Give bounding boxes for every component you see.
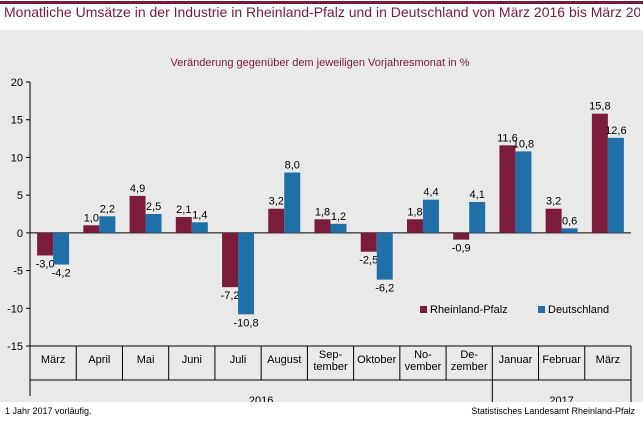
month-label: Juli [230, 354, 247, 366]
y-tick-label: 15 [11, 115, 23, 127]
bar-rheinland-pfalz [83, 225, 100, 233]
bar-deutschland [330, 223, 347, 233]
data-label: 11,6 [497, 132, 518, 144]
data-label: -10,8 [233, 317, 258, 329]
bar-rheinland-pfalz [222, 232, 239, 288]
bar-rheinland-pfalz [545, 208, 562, 233]
y-tick-label: -10 [7, 303, 23, 315]
bar-deutschland [53, 232, 70, 265]
month-label: Sep- [319, 349, 343, 361]
y-tick-label: -5 [13, 266, 23, 278]
chart-title: Monatliche Umsätze in der Industrie in R… [4, 4, 640, 20]
bar-deutschland [376, 232, 393, 280]
data-label: 10,8 [513, 138, 534, 150]
bar-chart: Veränderung gegenüber dem jeweiligen Vor… [7, 57, 632, 402]
data-label: 12,6 [605, 125, 626, 137]
month-label: März [596, 354, 620, 366]
data-label: -7,2 [221, 290, 240, 302]
bar-rheinland-pfalz [314, 219, 331, 233]
data-label: 2,5 [146, 201, 161, 213]
year-label: 2017 [549, 395, 573, 402]
source-note: Statistisches Landesamt Rheinland-Pfalz [471, 406, 635, 416]
data-label: 4,4 [423, 187, 438, 199]
data-label: -2,5 [359, 255, 378, 267]
month-label: Januar [499, 354, 533, 366]
month-label: vember [405, 361, 442, 373]
top-accent-line [0, 1, 643, 4]
bar-deutschland [99, 216, 116, 233]
legend-swatch [420, 306, 427, 313]
data-label: 1,4 [192, 209, 207, 221]
data-label: 1,2 [331, 211, 346, 223]
bar-deutschland [607, 137, 624, 233]
month-label: August [267, 354, 301, 366]
month-label: zember [451, 361, 488, 373]
month-label: März [41, 354, 65, 366]
y-tick-label: 5 [17, 190, 23, 202]
data-label: 0,6 [562, 215, 577, 227]
data-label: 3,2 [546, 196, 561, 208]
footnote: 1 Jahr 2017 vorläufig. [5, 406, 92, 416]
chart-background [0, 30, 643, 402]
chart-subtitle: Veränderung gegenüber dem jeweiligen Vor… [170, 57, 469, 69]
month-label: tember [313, 361, 348, 373]
bar-rheinland-pfalz [175, 217, 192, 233]
legend-label: Rheinland-Pfalz [430, 304, 508, 316]
month-label: De- [460, 349, 478, 361]
data-label: -0,9 [452, 243, 471, 255]
data-label: -3,0 [36, 258, 55, 270]
bar-rheinland-pfalz [129, 195, 146, 233]
bar-deutschland [284, 172, 301, 233]
bar-deutschland [191, 222, 208, 233]
data-label: 1,8 [407, 206, 422, 218]
y-tick-label: 10 [11, 152, 23, 164]
data-label: 1,0 [84, 212, 99, 224]
bar-deutschland [238, 232, 255, 315]
bar-deutschland [469, 201, 486, 233]
bar-rheinland-pfalz [406, 219, 423, 233]
month-label: Mai [137, 354, 155, 366]
bar-rheinland-pfalz [499, 145, 516, 233]
data-label: 4,1 [470, 189, 485, 201]
data-label: 3,2 [269, 196, 284, 208]
data-label: 8,0 [285, 160, 300, 172]
data-label: 1,8 [315, 206, 330, 218]
month-label: Februar [542, 354, 581, 366]
bar-rheinland-pfalz [360, 232, 377, 252]
y-tick-label: 20 [11, 77, 23, 89]
bar-deutschland [561, 228, 578, 233]
data-label: -6,2 [375, 283, 394, 295]
month-label: No- [414, 349, 432, 361]
bar-deutschland [515, 151, 532, 233]
bar-deutschland [422, 199, 439, 233]
legend-label: Deutschland [548, 304, 609, 316]
month-label: Oktober [357, 354, 396, 366]
year-label: 2016 [249, 395, 273, 402]
data-label: 2,2 [100, 203, 115, 215]
bar-rheinland-pfalz [591, 113, 608, 233]
month-label: Juni [182, 354, 202, 366]
data-label: -4,2 [52, 268, 71, 280]
data-label: 2,1 [176, 204, 191, 216]
bar-rheinland-pfalz [37, 232, 54, 256]
bar-rheinland-pfalz [453, 232, 470, 240]
y-tick-label: -15 [7, 341, 23, 353]
y-tick-label: 0 [17, 228, 23, 240]
bar-deutschland [145, 214, 162, 233]
data-label: 4,9 [130, 183, 145, 195]
month-label: April [88, 354, 110, 366]
data-label: 15,8 [589, 101, 610, 113]
bar-rheinland-pfalz [268, 208, 285, 233]
legend-swatch [538, 306, 545, 313]
